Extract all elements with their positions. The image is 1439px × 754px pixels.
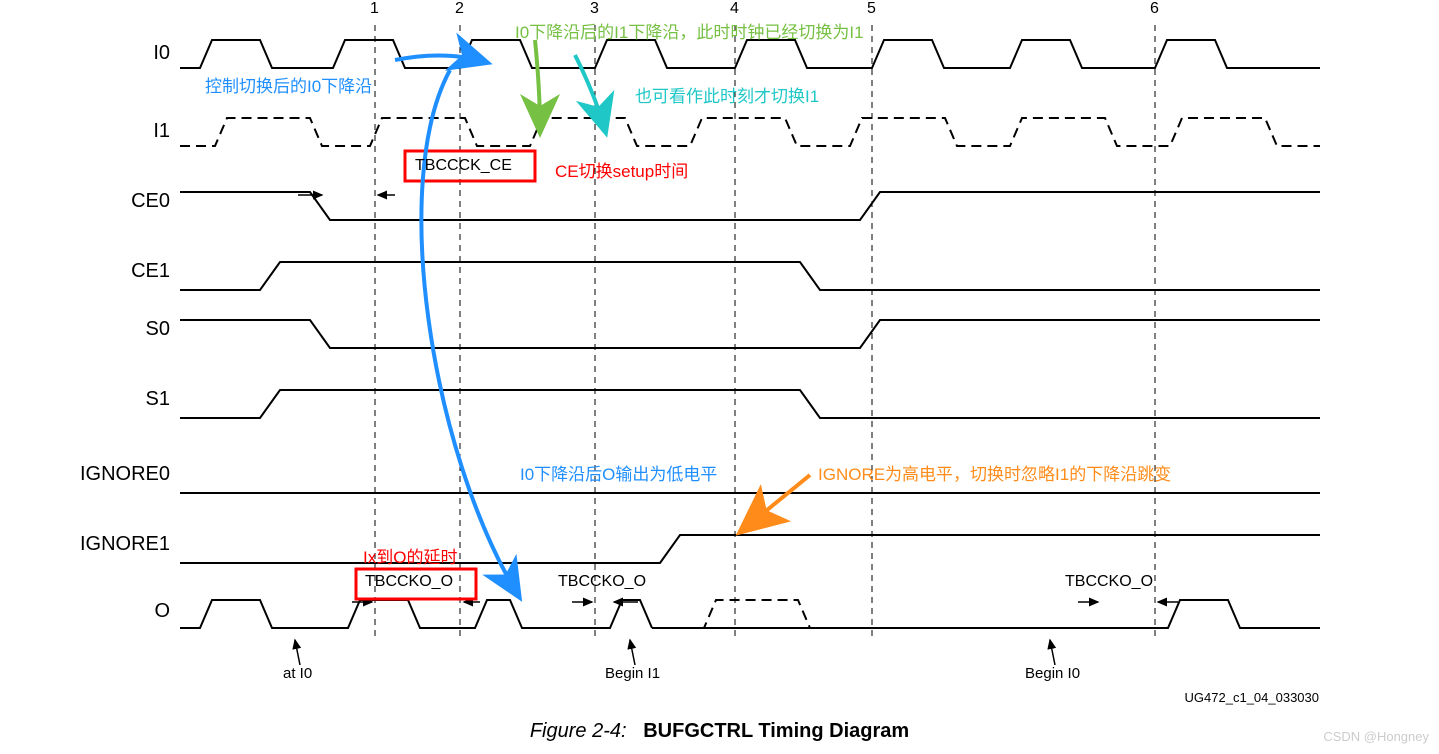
label-S1: S1 [95, 388, 170, 411]
timing-tbccko-o-1: TBCCKO_O [365, 573, 453, 591]
label-I1: I1 [95, 120, 170, 143]
waveform-CE1 [180, 262, 1320, 290]
figure-ref: UG472_c1_04_033030 [1185, 690, 1319, 705]
annotation-cyan: 也可看作此时刻才切换I1 [635, 82, 819, 107]
timing-tbccko-o-3: TBCCKO_O [1065, 573, 1153, 591]
annotation-blue2: I0下降沿后O输出为低电平 [520, 460, 717, 485]
blue-arrow-1 [395, 55, 485, 62]
annotation-red1: CE切换setup时间 [555, 157, 688, 182]
watermark: CSDN @Hongney [1323, 729, 1429, 744]
annotation-orange: IGNORE为高电平，切换时忽略I1的下降沿跳变 [818, 460, 1171, 485]
label-CE0: CE0 [95, 190, 170, 213]
waveform-I0 [180, 40, 1320, 68]
blue-arrow-2 [421, 70, 518, 595]
label-IGNORE0: IGNORE0 [45, 463, 170, 486]
waveform-I1 [180, 118, 1320, 146]
waveform-S0 [180, 320, 1320, 348]
annotation-blue1: 控制切换后的I0下降沿 [205, 72, 372, 97]
label-IGNORE1: IGNORE1 [45, 533, 170, 556]
waveform-CE0 [180, 192, 1320, 220]
label-S0: S0 [95, 318, 170, 341]
timing-diagram [0, 0, 1439, 754]
green-arrow [535, 40, 540, 130]
label-CE1: CE1 [95, 260, 170, 283]
label-O: O [95, 600, 170, 623]
waveform-S1 [180, 390, 1320, 418]
tick-3: 3 [590, 0, 599, 18]
figure-caption: Figure 2-4: BUFGCTRL Timing Diagram [0, 720, 1439, 743]
tick-6: 6 [1150, 0, 1159, 18]
label-I0: I0 [95, 42, 170, 65]
tick-2: 2 [455, 0, 464, 18]
timing-tbcck-ce: TBCCCK_CE [415, 157, 512, 175]
bottom-begin-i1: Begin I1 [605, 665, 660, 682]
annotation-red2: Ix到O的延时 [363, 543, 457, 568]
tick-4: 4 [730, 0, 739, 18]
waveform-O [180, 600, 1320, 628]
bottom-begin-i0: Begin I0 [1025, 665, 1080, 682]
tick-5: 5 [867, 0, 876, 18]
bottom-at-i0: at I0 [283, 665, 312, 682]
annotation-green: I0下降沿后的I1下降沿，此时时钟已经切换为I1 [515, 18, 864, 43]
orange-arrow [745, 475, 810, 528]
waveform-IGNORE1 [180, 535, 1320, 563]
tick-1: 1 [370, 0, 379, 18]
timing-tbccko-o-2: TBCCKO_O [558, 573, 646, 591]
